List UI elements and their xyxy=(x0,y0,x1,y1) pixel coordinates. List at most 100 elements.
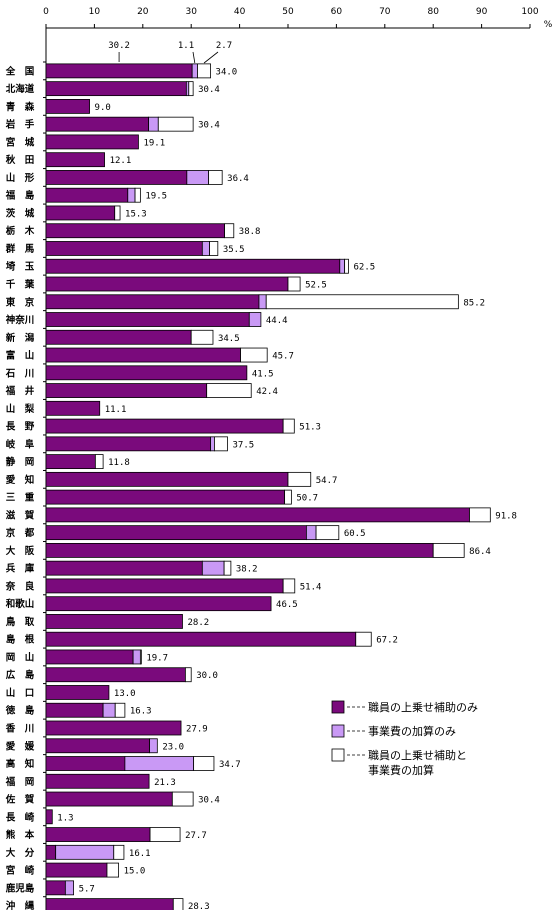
category-label: 埼 玉 xyxy=(6,261,35,273)
bar-segment xyxy=(114,205,121,221)
total-label: 46.5 xyxy=(276,600,298,610)
total-label: 28.3 xyxy=(188,902,210,910)
total-label: 11.1 xyxy=(105,405,127,415)
x-tick-label: 30 xyxy=(185,7,197,17)
total-label: 13.0 xyxy=(114,689,136,699)
bar-segment xyxy=(208,170,223,185)
category-label: 栃 木 xyxy=(6,225,35,237)
category-label: 愛 知 xyxy=(6,474,35,486)
category-label: 岐 阜 xyxy=(6,438,35,450)
bar-segment xyxy=(106,862,120,878)
bar-segment xyxy=(149,738,158,754)
category-label: 宮 崎 xyxy=(6,865,35,877)
total-label: 27.9 xyxy=(186,725,208,735)
bar-segment xyxy=(214,436,228,452)
bar-segment xyxy=(284,489,292,505)
category-label: 山 口 xyxy=(6,687,35,699)
annotation-leader xyxy=(192,51,196,64)
legend-label: 事業費の加算のみ xyxy=(368,724,456,738)
category-label: 岡 山 xyxy=(6,651,35,663)
total-label: 67.2 xyxy=(376,636,398,646)
total-label: 12.1 xyxy=(110,156,132,166)
total-label: 30.0 xyxy=(196,671,218,681)
bar-segment xyxy=(45,702,104,718)
bar-segment xyxy=(45,649,134,665)
total-label: 38.2 xyxy=(236,565,258,575)
category-label: 東 京 xyxy=(5,296,35,308)
category-label: 千 葉 xyxy=(6,279,35,291)
category-label: 長 崎 xyxy=(6,811,35,823)
category-label: 山 梨 xyxy=(6,403,35,415)
bar-segment xyxy=(45,578,284,594)
bar-segment xyxy=(45,862,108,878)
total-label: 91.8 xyxy=(495,511,517,521)
bar-segment xyxy=(186,170,210,185)
x-tick-label: 20 xyxy=(137,7,149,17)
bar-segment xyxy=(339,258,346,274)
bar-segment xyxy=(45,614,183,629)
bar-segment xyxy=(45,223,225,239)
total-label: 11.8 xyxy=(108,458,130,468)
bar-segment xyxy=(45,489,286,505)
bar-segment xyxy=(45,258,341,274)
x-tick-label: 50 xyxy=(282,7,294,17)
total-label: 30.4 xyxy=(198,85,220,95)
bar-segment xyxy=(102,702,116,718)
bar-segment xyxy=(45,116,150,132)
total-label: 27.7 xyxy=(185,831,207,841)
total-label: 19.5 xyxy=(145,192,167,202)
total-label: 30.4 xyxy=(198,121,220,131)
bar-segment xyxy=(149,827,181,842)
bar-segment xyxy=(469,507,491,523)
category-label: 鹿児島 xyxy=(5,882,35,894)
bar-segment xyxy=(240,347,268,363)
total-label: 35.5 xyxy=(223,245,245,255)
bar-segment xyxy=(45,631,357,647)
bar-segment xyxy=(190,329,214,345)
category-label: 福 岡 xyxy=(5,776,35,788)
category-label: 徳 島 xyxy=(5,705,35,717)
bar-segment xyxy=(45,365,248,381)
category-label: 三 重 xyxy=(6,492,35,504)
total-label: 50.7 xyxy=(296,494,318,504)
bar-segment xyxy=(432,543,465,558)
bar-segment xyxy=(45,738,150,754)
bar-segment xyxy=(45,543,434,558)
category-label: 長 野 xyxy=(6,422,35,433)
bar-segment xyxy=(45,809,53,825)
category-label: 滋 賀 xyxy=(6,509,35,521)
legend-swatch xyxy=(331,724,345,738)
bar-segment xyxy=(45,471,289,487)
category-label: 高 知 xyxy=(6,758,35,770)
bar-segment xyxy=(148,116,159,132)
annotation-label: 1.1 xyxy=(178,41,194,51)
bar-segment xyxy=(45,170,188,185)
category-label: 兵 庫 xyxy=(6,563,35,575)
total-label: 38.8 xyxy=(239,227,261,237)
total-label: 41.5 xyxy=(252,369,274,379)
bar-segment xyxy=(45,418,284,434)
bar-segment xyxy=(45,347,241,363)
bar-segment xyxy=(55,844,115,860)
category-label: 神奈川 xyxy=(6,314,35,326)
category-label: 全 国 xyxy=(5,65,35,77)
category-label: 福 島 xyxy=(5,190,35,202)
total-label: 5.7 xyxy=(79,884,95,894)
bar-segment xyxy=(134,187,141,203)
bar-segment xyxy=(305,525,317,541)
total-label: 45.7 xyxy=(272,352,294,362)
total-label: 23.0 xyxy=(162,742,184,752)
category-label: 静 岡 xyxy=(6,456,35,468)
x-tick-label: 60 xyxy=(331,7,343,17)
bar-segment xyxy=(197,63,211,79)
category-label: 北海道 xyxy=(6,83,35,95)
bar-segment xyxy=(157,116,194,132)
bar-segment xyxy=(193,756,215,771)
total-label: 19.7 xyxy=(146,653,168,663)
bar-segment xyxy=(45,720,182,736)
category-label: 奈 良 xyxy=(5,580,35,592)
total-label: 19.1 xyxy=(143,138,165,148)
x-tick-label: 100 xyxy=(521,7,538,17)
category-label: 山 形 xyxy=(6,172,35,184)
annotation-label: 2.7 xyxy=(216,41,232,51)
